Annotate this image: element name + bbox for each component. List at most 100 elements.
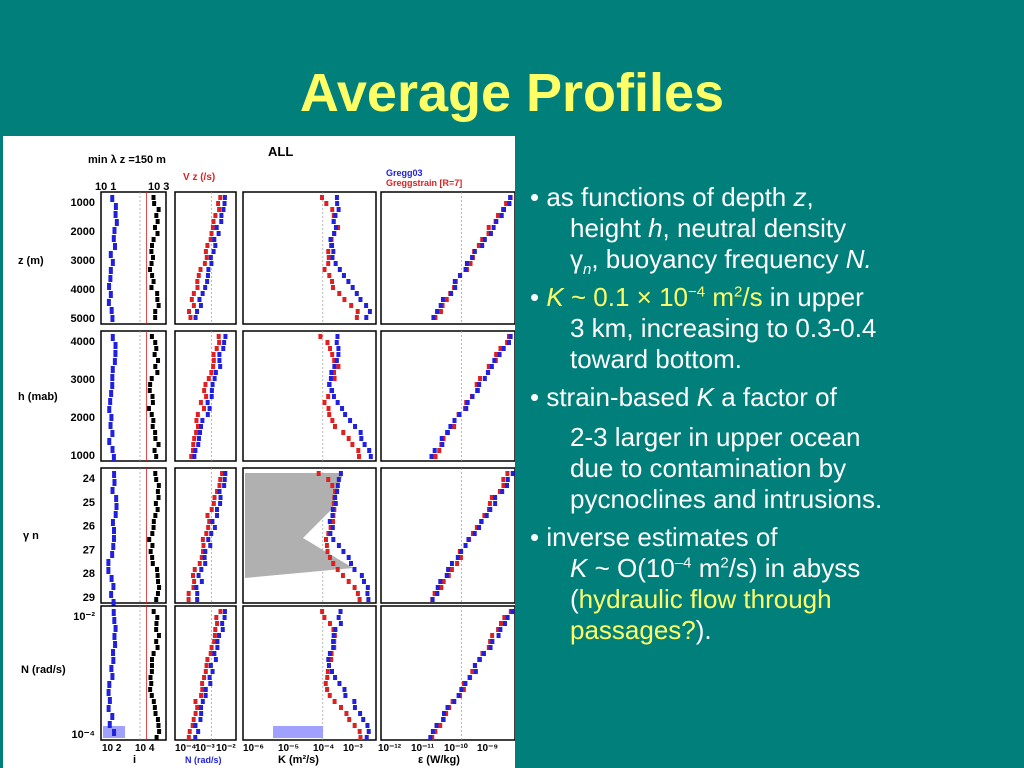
profile-red — [217, 340, 222, 345]
profile-red — [203, 249, 208, 254]
panel-r2-c2 — [242, 467, 377, 604]
bottom-tick-label: 10 2 — [102, 743, 122, 754]
profile-blue — [111, 583, 116, 590]
profile-red — [501, 483, 506, 488]
profile-red — [433, 729, 438, 734]
profile-blue — [445, 430, 450, 435]
profile-black — [151, 237, 156, 242]
profile-blue — [452, 418, 457, 423]
profile-blue — [354, 291, 359, 296]
profile-blue — [449, 561, 454, 566]
profile-red — [496, 213, 501, 218]
profile-black — [156, 358, 161, 363]
profile-red — [204, 663, 209, 668]
profile-blue — [365, 591, 370, 596]
profile-red — [455, 561, 460, 566]
bullet-4-paren-open: ( — [570, 584, 579, 614]
profile-blue — [111, 599, 116, 606]
profile-blue — [215, 645, 220, 650]
profile-blue — [192, 454, 197, 459]
profile-black — [155, 219, 160, 224]
profile-black — [154, 213, 159, 218]
bullet-1-line3: γn, buoyancy frequency N. — [530, 244, 1020, 277]
profile-blue — [440, 297, 445, 302]
profile-red — [198, 400, 203, 405]
bullet-1-line3b: , buoyancy frequency — [591, 244, 846, 274]
profile-blue — [209, 531, 214, 536]
profile-red — [332, 376, 337, 381]
profile-blue — [502, 621, 507, 626]
profile-blue — [110, 259, 115, 266]
profile-blue — [110, 487, 115, 494]
bottom-tick-label: 10⁻¹¹ — [411, 743, 435, 754]
row-tick-label: 4000 — [71, 336, 95, 348]
row-tick-label: 3000 — [71, 255, 95, 267]
profile-blue — [336, 352, 341, 357]
bullet-1-line2a: height — [570, 213, 649, 243]
bullet-2-unit: m — [705, 282, 734, 312]
bullet-1-h: h — [648, 213, 663, 243]
profile-black — [147, 388, 152, 393]
profile-blue — [107, 283, 112, 290]
profile-blue — [358, 430, 363, 435]
row-tick-label: 1000 — [71, 197, 95, 209]
profile-red — [316, 471, 321, 476]
profile-blue — [208, 255, 213, 260]
profile-red — [328, 525, 333, 530]
profile-blue — [335, 400, 340, 405]
profile-blue — [110, 195, 115, 202]
bullet-4-line2a: ~ O(10 — [587, 553, 675, 583]
profile-blue — [212, 376, 217, 381]
profile-blue — [222, 195, 227, 200]
profile-blue — [198, 430, 203, 435]
profile-blue — [108, 398, 113, 405]
profile-red — [330, 352, 335, 357]
panel-r0-c3 — [380, 191, 515, 325]
panel-r2-c3 — [380, 467, 515, 604]
profile-red — [205, 513, 210, 518]
profile-blue — [488, 507, 493, 512]
profile-red — [349, 303, 354, 308]
profile-black — [156, 483, 161, 488]
profile-blue — [494, 219, 499, 224]
profile-blue — [465, 400, 470, 405]
profile-black — [156, 495, 161, 500]
profile-red — [340, 573, 345, 578]
profile-blue — [482, 376, 487, 381]
profile-red — [322, 267, 327, 272]
profile-red — [220, 471, 225, 476]
profile-red — [216, 201, 221, 206]
profile-blue — [109, 665, 114, 672]
profile-black — [152, 201, 157, 206]
profile-red — [195, 279, 200, 284]
profile-blue — [113, 350, 118, 357]
profile-red — [193, 711, 198, 716]
profile-blue — [479, 519, 484, 524]
profile-red — [449, 567, 454, 572]
profile-blue — [346, 279, 351, 284]
row-label-gamma: γ n — [23, 530, 39, 542]
profile-black — [153, 315, 158, 320]
profile-blue — [222, 483, 227, 488]
bullet-4-line3: (hydraulic flow through — [530, 584, 1020, 615]
profile-black — [149, 412, 154, 417]
profile-blue — [111, 649, 116, 656]
profile-blue — [435, 309, 440, 314]
profile-black — [157, 585, 162, 590]
profile-blue — [110, 315, 115, 322]
profile-black — [149, 657, 154, 662]
profile-blue — [329, 370, 334, 375]
profile-black — [147, 537, 152, 542]
profile-blue — [328, 237, 333, 242]
profile-black — [155, 291, 160, 296]
row-tick-label: 3000 — [71, 374, 95, 386]
profile-red — [441, 579, 446, 584]
profile-blue — [333, 495, 338, 500]
row-tick-label: 27 — [83, 544, 95, 556]
profile-red — [202, 675, 207, 680]
row-label-z: z (m) — [18, 255, 44, 267]
profile-red — [346, 436, 351, 441]
profile-blue — [199, 705, 204, 710]
profile-red — [205, 243, 210, 248]
profile-blue — [220, 627, 225, 632]
